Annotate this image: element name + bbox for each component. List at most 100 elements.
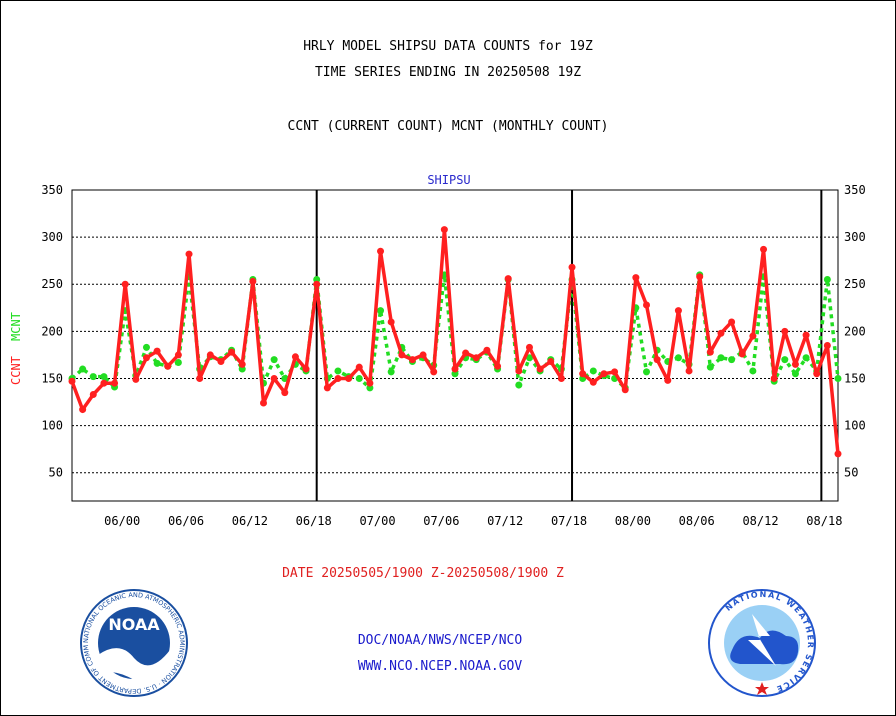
data-point [174, 358, 182, 366]
data-point [142, 343, 150, 351]
y-tick-left-300: 300 [41, 230, 63, 244]
data-point [153, 347, 161, 355]
x-tick-label: 06/00 [104, 514, 140, 528]
data-point [706, 348, 714, 356]
data-point [142, 354, 150, 362]
data-point [79, 365, 87, 373]
data-point [89, 391, 97, 399]
data-point [823, 342, 831, 349]
data-point [525, 343, 533, 351]
data-point [823, 276, 831, 284]
data-point [781, 327, 789, 335]
data-point [674, 307, 682, 315]
y-tick-left-50: 50 [49, 466, 63, 480]
x-tick-label: 08/12 [742, 514, 778, 528]
x-tick-label: 06/18 [296, 514, 332, 528]
data-point [728, 318, 736, 326]
data-point [600, 370, 608, 378]
data-point [281, 389, 289, 397]
noaa-ring-text: NATIONAL OCEANIC AND ATMOSPHERIC ADMINIS… [0, 0, 186, 695]
data-point [802, 354, 810, 362]
data-point [749, 367, 757, 375]
x-tick-label: 08/00 [615, 514, 651, 528]
y-tick-left-200: 200 [41, 324, 63, 338]
data-point [408, 356, 416, 364]
y-label-ccnt: CCNT [9, 356, 23, 385]
chart-title-line1: HRLY MODEL SHIPSU DATA COUNTS for 19Z [303, 39, 593, 54]
x-tick-label: 08/06 [679, 514, 715, 528]
x-tick-label: 08/18 [806, 514, 842, 528]
data-point [770, 374, 778, 382]
data-point [525, 354, 533, 362]
footer-link-doc[interactable]: DOC/NOAA/NWS/NCEP/NCO [357, 633, 523, 648]
chart-subtitle: CCNT (CURRENT COUNT) MCNT (MONTHLY COUNT… [287, 119, 609, 134]
data-point [749, 332, 757, 340]
noaa-logo[interactable]: NOAA NATIONAL OCEANIC AND ATMOSPHERIC AD… [0, 0, 188, 697]
data-point [472, 354, 480, 362]
y-tick-right-50: 50 [844, 466, 858, 480]
x-tick-label: 07/18 [551, 514, 587, 528]
x-tick-label: 07/00 [359, 514, 395, 528]
data-point [621, 386, 629, 394]
data-point [834, 450, 842, 458]
y-axis-left: 50 100 150 200 250 300 350 [41, 183, 63, 480]
y-axis-right: 50 100 150 200 250 300 350 [844, 183, 866, 480]
data-point [79, 406, 87, 414]
y-tick-right-300: 300 [844, 230, 866, 244]
chart-title-line2: TIME SERIES ENDING IN 20250508 19Z [314, 65, 582, 80]
y-tick-left-150: 150 [41, 371, 63, 385]
y-tick-right-100: 100 [844, 419, 866, 433]
nws-logo[interactable]: NATIONAL WEATHER SERVICE [708, 589, 816, 697]
data-point [685, 367, 693, 375]
data-point [313, 280, 321, 288]
data-point [228, 348, 236, 356]
x-tick-label: 06/06 [168, 514, 204, 528]
data-point [706, 363, 714, 371]
data-point [430, 368, 438, 376]
data-point [515, 367, 523, 375]
data-point [302, 365, 310, 373]
plot-title: SHIPSU [427, 173, 470, 187]
data-point [323, 384, 331, 392]
data-point [696, 273, 704, 281]
data-point [643, 301, 650, 309]
data-point [589, 378, 597, 386]
data-point [802, 331, 810, 339]
data-point [249, 277, 257, 285]
data-point [100, 373, 108, 381]
seagull-icon [98, 648, 170, 684]
data-point [174, 351, 182, 359]
data-point [398, 351, 406, 359]
data-point [834, 374, 842, 382]
data-point [611, 368, 619, 376]
data-point [632, 274, 640, 282]
data-point [440, 226, 448, 234]
data-point [270, 374, 278, 382]
data-point [653, 356, 661, 364]
data-point [345, 374, 353, 382]
data-point [196, 374, 204, 382]
y-label-mcnt: MCNT [9, 312, 23, 341]
footer-link-website[interactable]: WWW.NCO.NCEP.NOAA.GOV [357, 659, 523, 674]
data-point [206, 351, 214, 359]
series-line-ccnt [70, 227, 840, 455]
y-tick-right-150: 150 [844, 371, 866, 385]
y-tick-right-250: 250 [844, 277, 866, 291]
data-point [717, 329, 725, 337]
series-ccnt [68, 226, 842, 458]
data-point [462, 349, 470, 357]
data-point [281, 374, 289, 382]
data-point [504, 275, 512, 283]
data-point [334, 374, 342, 382]
data-point [121, 280, 129, 288]
data-point [717, 354, 725, 362]
data-point [728, 356, 736, 364]
data-point [643, 368, 650, 376]
data-point [100, 379, 108, 387]
data-point [738, 350, 746, 358]
data-point [387, 368, 395, 376]
data-point [164, 362, 172, 370]
data-point [568, 263, 576, 271]
y-tick-left-350: 350 [41, 183, 63, 197]
